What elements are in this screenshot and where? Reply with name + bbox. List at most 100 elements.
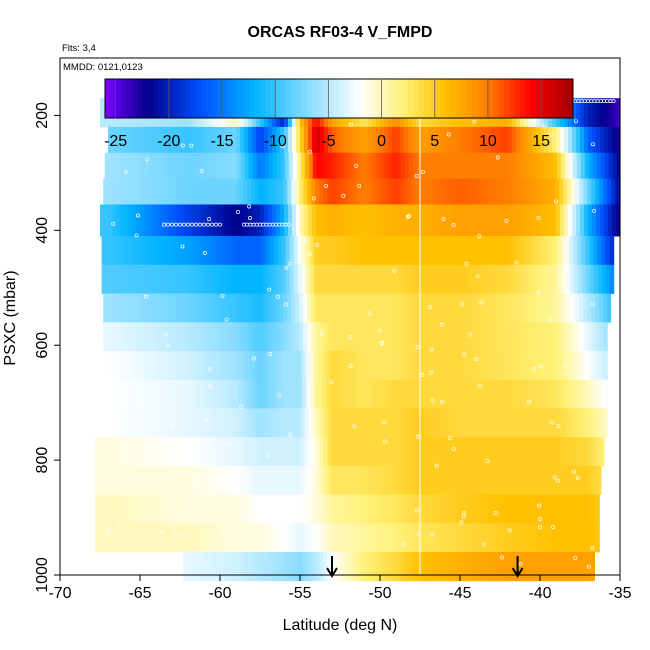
- observation-point: [439, 322, 444, 327]
- heatmap-cell: [541, 264, 547, 294]
- heatmap-cell: [317, 350, 323, 381]
- heatmap-cell: [155, 523, 160, 553]
- heatmap-cell: [201, 350, 207, 381]
- heatmap-cell: [179, 178, 184, 205]
- heatmap-cell: [495, 523, 500, 553]
- heatmap-cell: [215, 293, 220, 323]
- observation-point: [572, 469, 577, 474]
- heatmap-cell: [447, 322, 452, 352]
- heatmap-cell: [249, 264, 255, 294]
- heatmap-cell: [271, 437, 276, 467]
- heatmap-cell: [491, 322, 496, 352]
- heatmap-cell: [262, 379, 267, 409]
- heatmap-cell: [175, 293, 180, 323]
- heatmap-cell: [391, 552, 396, 582]
- heatmap-cell: [371, 523, 376, 553]
- heatmap-cell: [161, 350, 167, 381]
- heatmap-cell: [107, 523, 112, 553]
- heatmap-cell: [98, 379, 103, 409]
- colorbar-swatch: [440, 79, 446, 118]
- heatmap-cell: [280, 204, 285, 237]
- heatmap-cell: [447, 437, 452, 467]
- heatmap-cell: [311, 523, 316, 553]
- heatmap-cell: [164, 152, 170, 180]
- heatmap-cell: [105, 264, 111, 294]
- observation-point: [198, 222, 202, 227]
- heatmap-cell: [325, 236, 331, 266]
- heatmap-cell: [559, 178, 564, 205]
- heatmap-cell: [579, 465, 584, 495]
- heatmap-cell: [590, 379, 595, 409]
- observation-point: [348, 335, 353, 340]
- heatmap-cell: [492, 126, 497, 154]
- heatmap-cell: [408, 152, 414, 180]
- heatmap-cell: [254, 379, 259, 409]
- heatmap-cell: [431, 322, 436, 352]
- heatmap-cell: [392, 126, 397, 154]
- heatmap-cell: [296, 204, 301, 237]
- heatmap-cell: [333, 350, 339, 381]
- colorbar-swatch: [243, 79, 250, 118]
- heatmap-cell: [259, 437, 264, 467]
- heatmap-cell: [600, 408, 606, 438]
- heatmap-cell: [563, 437, 568, 467]
- heatmap-cell: [555, 552, 560, 582]
- heatmap-cell: [191, 178, 196, 205]
- heatmap-cell: [390, 379, 395, 409]
- heatmap-cell: [574, 379, 579, 409]
- heatmap-cell: [507, 437, 512, 467]
- heatmap-cell: [398, 379, 403, 409]
- heatmap-cell: [292, 204, 297, 237]
- heatmap-cell: [243, 437, 248, 467]
- heatmap-cell: [132, 408, 138, 438]
- heatmap-cell: [299, 178, 304, 205]
- heatmap-cell: [115, 523, 120, 553]
- heatmap-cell: [103, 465, 108, 495]
- heatmap-cell: [351, 552, 356, 582]
- heatmap-cell: [239, 552, 244, 582]
- heatmap-cell: [320, 204, 325, 237]
- heatmap-cell: [284, 126, 289, 154]
- heatmap-cell: [239, 494, 244, 524]
- heatmap-cell: [319, 523, 324, 553]
- heatmap-cell: [595, 322, 600, 352]
- heatmap-cell: [411, 523, 416, 553]
- heatmap-cell: [597, 350, 603, 381]
- heatmap-cell: [132, 152, 138, 180]
- heatmap-cell: [257, 236, 263, 266]
- heatmap-cell: [288, 126, 293, 154]
- observation-point: [143, 294, 148, 299]
- heatmap-cell: [267, 178, 272, 205]
- heatmap-cell: [583, 322, 588, 352]
- heatmap-cell: [179, 523, 184, 553]
- heatmap-cell: [199, 523, 204, 553]
- heatmap-cell: [373, 236, 379, 266]
- heatmap-cell: [511, 437, 516, 467]
- heatmap-cell: [552, 152, 558, 180]
- heatmap-cell: [548, 204, 553, 237]
- heatmap-cell: [403, 322, 408, 352]
- heatmap-cell: [276, 152, 282, 180]
- heatmap-cell: [204, 126, 209, 154]
- heatmap-cell: [439, 322, 444, 352]
- heatmap-cell: [196, 204, 201, 237]
- observation-point: [451, 223, 456, 228]
- heatmap-cell: [295, 437, 300, 467]
- colorbar-swatch: [519, 79, 526, 118]
- colorbar-swatch: [291, 79, 297, 118]
- heatmap-cell: [420, 126, 425, 154]
- heatmap-cell: [408, 204, 413, 237]
- heatmap-cell: [141, 350, 147, 381]
- heatmap-cell: [372, 152, 378, 180]
- colorbar-swatch: [551, 79, 558, 118]
- heatmap-cell: [504, 152, 510, 180]
- heatmap-cell: [399, 178, 404, 205]
- heatmap-cell: [599, 465, 602, 495]
- heatmap-cell: [419, 322, 424, 352]
- heatmap-cell: [468, 408, 474, 438]
- observation-point: [441, 217, 446, 222]
- heatmap-cell: [243, 465, 248, 495]
- heatmap-cell: [259, 293, 264, 323]
- heatmap-cell: [575, 523, 580, 553]
- heatmap-cell: [420, 408, 426, 438]
